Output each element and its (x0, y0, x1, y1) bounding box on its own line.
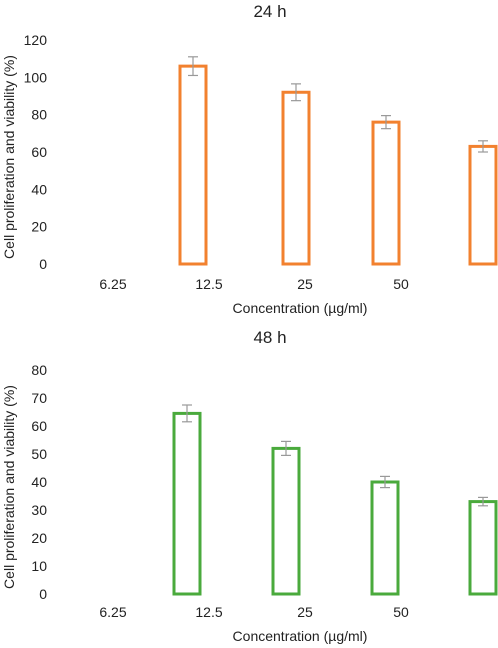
y-tick-label: 0 (39, 256, 47, 272)
bars (172, 411, 498, 596)
chart-title: 24 h (253, 2, 286, 21)
x-tick-label: 12.5 (195, 276, 222, 292)
x-tick-label: 25 (297, 276, 313, 292)
chart-48h: 48 h Cell proliferation and viability (%… (1, 328, 498, 644)
y-tick-label: 70 (31, 390, 47, 406)
bar (370, 480, 400, 596)
bar (178, 64, 208, 266)
y-tick-label: 20 (31, 530, 47, 546)
y-tick-label: 120 (24, 32, 48, 48)
y-tick-label: 10 (31, 558, 47, 574)
bars (178, 64, 498, 266)
bar (172, 411, 202, 596)
error-bars (188, 56, 488, 153)
x-tick-label: 25 (297, 604, 313, 620)
y-tick-label: 20 (31, 219, 47, 235)
y-axis-label-group: Cell proliferation and viability (%) (1, 55, 17, 259)
x-axis-label: Concentration (µg/ml) (233, 300, 368, 316)
x-tick-labels: 6.25 12.5 25 50 (99, 604, 409, 620)
x-tick-label: 50 (393, 276, 409, 292)
x-axis-label: Concentration (µg/ml) (233, 628, 368, 644)
bar (468, 144, 498, 266)
bar (371, 120, 401, 266)
y-tick-labels: 0 20 40 60 80 100 120 (24, 32, 48, 272)
y-tick-label: 40 (31, 181, 47, 197)
error-bars (182, 404, 488, 507)
bar (468, 500, 498, 596)
y-tick-label: 60 (31, 144, 47, 160)
y-tick-label: 80 (31, 362, 47, 378)
y-axis-label: Cell proliferation and viability (%) (1, 55, 17, 259)
y-axis-label-group: Cell proliferation and viability (%) (1, 385, 17, 589)
y-tick-label: 40 (31, 474, 47, 490)
chart-24h: 24 h Cell proliferation and viability (%… (1, 2, 498, 316)
y-tick-label: 80 (31, 107, 47, 123)
x-tick-label: 12.5 (195, 604, 222, 620)
x-tick-label: 6.25 (99, 276, 126, 292)
y-tick-label: 50 (31, 446, 47, 462)
y-tick-label: 30 (31, 502, 47, 518)
x-tick-label: 50 (393, 604, 409, 620)
y-axis-label: Cell proliferation and viability (%) (1, 385, 17, 589)
bar (281, 90, 311, 266)
y-tick-labels: 0 10 20 30 40 50 60 70 80 (31, 362, 47, 602)
x-tick-labels: 6.25 12.5 25 50 (99, 276, 409, 292)
y-tick-label: 0 (39, 586, 47, 602)
chart-title: 48 h (253, 328, 286, 347)
bar (271, 446, 301, 596)
y-tick-label: 100 (24, 69, 48, 85)
x-tick-label: 6.25 (99, 604, 126, 620)
y-tick-label: 60 (31, 418, 47, 434)
